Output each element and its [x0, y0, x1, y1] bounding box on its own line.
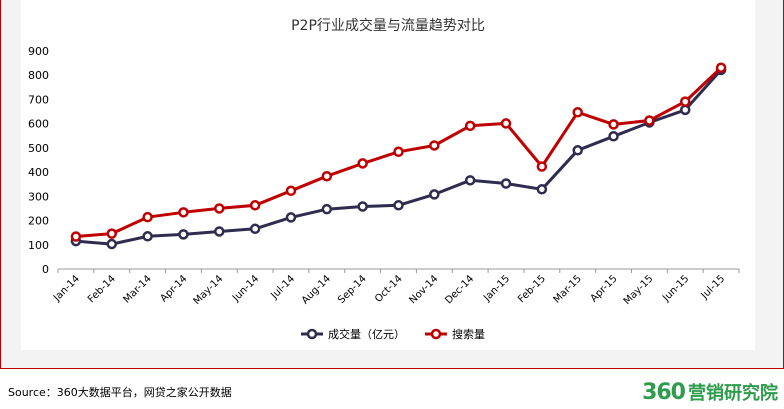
data-point — [500, 118, 512, 129]
x-tick-label: May-14 — [192, 273, 226, 307]
x-tick-label: Nov-14 — [408, 273, 441, 306]
y-tick-label: 400 — [28, 166, 49, 179]
x-tick-label: Jun-15 — [660, 273, 691, 304]
data-point — [321, 203, 333, 215]
x-tick-label: Jul-14 — [269, 273, 298, 302]
data-point — [285, 212, 297, 223]
chart-panel: P2P行业成交量与流量趋势对比 0 100 200 300 400 500 600 700 800… — [21, 0, 755, 350]
brand-number: 360 — [642, 379, 686, 405]
data-point — [715, 62, 727, 73]
data-point — [572, 107, 583, 118]
data-point — [572, 145, 583, 156]
data-point — [608, 119, 619, 130]
x-tick-label: Feb-14 — [86, 273, 118, 305]
y-tick-label: 800 — [28, 69, 49, 82]
data-point — [178, 229, 189, 240]
data-point — [321, 170, 333, 182]
x-tick-label: Jun-14 — [230, 273, 261, 304]
data-point — [679, 104, 691, 116]
data-point — [285, 185, 297, 197]
data-point — [106, 228, 118, 239]
data-point — [429, 189, 440, 200]
data-point — [536, 184, 548, 195]
brand-logo: 360 营销研究院 — [642, 379, 778, 405]
legend-label: 成交量（亿元） — [328, 327, 405, 341]
data-point — [142, 211, 153, 223]
x-tick-label: Apr-15 — [589, 273, 620, 304]
data-point — [70, 231, 82, 242]
x-tick-label: Sep-14 — [336, 273, 369, 306]
y-tick-label: 200 — [28, 215, 49, 228]
legend-marker — [306, 328, 318, 340]
data-point — [464, 120, 476, 132]
data-point — [249, 223, 261, 235]
y-tick-label: 600 — [28, 118, 49, 131]
y-tick-label: 900 — [28, 45, 49, 58]
chart-title: P2P行业成交量与流量趋势对比 — [291, 17, 485, 34]
x-tick-label: Oct-14 — [373, 273, 405, 305]
data-point — [106, 238, 118, 250]
x-tick-label: Aug-14 — [300, 273, 333, 306]
data-point — [357, 158, 368, 169]
data-point — [679, 96, 691, 107]
y-tick-label: 700 — [28, 93, 49, 106]
y-tick-label: 100 — [28, 239, 49, 252]
line-chart: P2P行业成交量与流量趋势对比 0 100 200 300 400 500 600 700 800… — [28, 17, 740, 341]
data-point — [464, 175, 476, 186]
data-point — [536, 161, 548, 172]
data-point — [142, 231, 153, 242]
x-tick-label: Mar-14 — [122, 273, 154, 305]
brand-text: 营销研究院 — [688, 383, 778, 404]
data-point — [214, 203, 225, 214]
data-point — [500, 178, 512, 189]
data-point — [178, 207, 189, 218]
y-tick-label: 500 — [28, 142, 49, 155]
legend-marker — [430, 328, 442, 340]
data-point — [249, 200, 261, 211]
x-tick-label: May-15 — [622, 273, 656, 307]
y-tick-label: 0 — [42, 263, 49, 276]
x-tick-label: Feb-15 — [516, 273, 548, 305]
data-point — [357, 201, 368, 212]
data-point — [644, 115, 655, 126]
data-point — [429, 140, 440, 151]
source-note: Source：360大数据平台，网贷之家公开数据 — [8, 386, 232, 399]
x-tick-label: Jul-15 — [699, 273, 728, 302]
data-point — [214, 226, 225, 237]
data-point — [608, 131, 619, 142]
y-tick-label: 300 — [28, 190, 49, 203]
x-tick-label: Dec-14 — [443, 273, 476, 306]
x-tick-label: Jan-15 — [481, 273, 512, 304]
chart-frame: P2P行业成交量与流量趋势对比 0 100 200 300 400 500 600 700 800… — [0, 0, 784, 369]
x-tick-label: Mar-15 — [552, 273, 584, 305]
data-point — [393, 200, 404, 211]
x-tick-label: Jan-14 — [51, 273, 82, 304]
x-tick-label: Apr-14 — [158, 273, 189, 304]
legend-label: 搜索量 — [452, 327, 485, 341]
data-point — [393, 146, 404, 158]
